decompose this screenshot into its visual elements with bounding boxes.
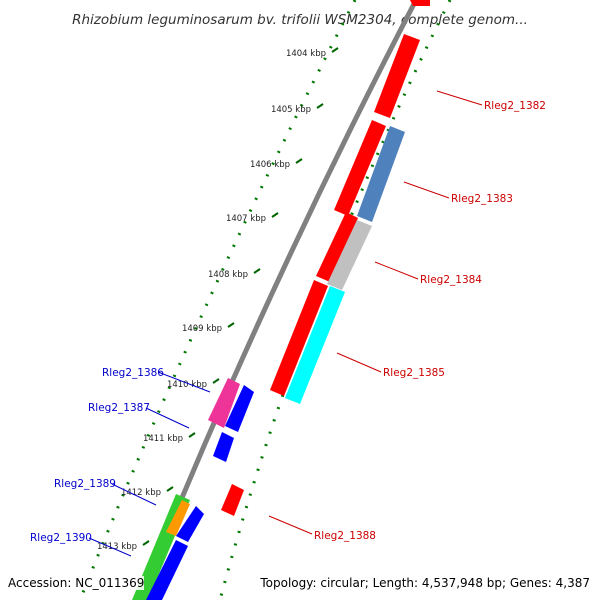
gene-label-rleg2-1384[interactable]: Rleg2_1384 xyxy=(420,274,482,286)
map-summary-text: Topology: circular; Length: 4,537,948 bp… xyxy=(260,576,590,590)
gene-label-rleg2-1389[interactable]: Rleg2_1389 xyxy=(54,478,116,490)
gene-label-rleg2-1390[interactable]: Rleg2_1390 xyxy=(30,532,92,544)
ruler-tick xyxy=(253,268,261,274)
map-title: Rhizobium leguminosarum bv. trifolii WSM… xyxy=(72,12,528,28)
ruler: 1404 kbp 1405 kbp 1406 kbp 1407 kbp 1408 kbp… xyxy=(97,47,339,552)
gene-block-red-b[interactable] xyxy=(316,212,358,282)
gene-label-rleg2-1385[interactable]: Rleg2_1385 xyxy=(383,367,445,379)
gene-block-blue-a[interactable] xyxy=(213,432,234,462)
ruler-label: 1410 kbp xyxy=(167,380,207,390)
label-leaders xyxy=(88,90,483,557)
ruler-tick xyxy=(212,378,220,384)
leader-rleg2-1384 xyxy=(374,261,419,280)
leader-rleg2-1387 xyxy=(145,407,190,429)
ruler-tick xyxy=(188,432,196,438)
ruler-label: 1409 kbp xyxy=(182,324,222,334)
gene-block-rleg2-1390[interactable] xyxy=(146,540,188,600)
gene-label-rleg2-1388[interactable]: Rleg2_1388 xyxy=(314,530,376,542)
leader-rleg2-1390 xyxy=(88,537,132,557)
gene-features xyxy=(132,0,430,600)
ruler-label: 1408 kbp xyxy=(208,270,248,280)
gene-label-rleg2-1387[interactable]: Rleg2_1387 xyxy=(88,402,150,414)
ruler-tick xyxy=(166,486,174,492)
ruler-label: 1413 kbp xyxy=(97,542,137,552)
gene-block-rleg2-1382[interactable] xyxy=(374,34,420,118)
gene-labels: Rleg2_1382 Rleg2_1383 Rleg2_1384 Rleg2_1… xyxy=(30,100,546,544)
ruler-tick xyxy=(295,158,303,164)
gene-block-rleg2-1385[interactable] xyxy=(285,286,345,404)
ruler-tick xyxy=(316,103,324,109)
gene-block-rleg2-1387[interactable] xyxy=(225,385,254,432)
ruler-label: 1406 kbp xyxy=(250,160,290,170)
gene-block-orange[interactable] xyxy=(166,500,190,536)
gene-block-rleg2-1388[interactable] xyxy=(221,484,244,516)
gene-block-blue-b[interactable] xyxy=(176,506,204,542)
ruler-tick xyxy=(227,322,235,328)
gene-block-red-a[interactable] xyxy=(334,120,386,216)
ruler-label: 1405 kbp xyxy=(271,105,311,115)
gene-label-rleg2-1382[interactable]: Rleg2_1382 xyxy=(484,100,546,112)
leader-rleg2-1386 xyxy=(157,371,211,393)
gene-block-rleg2-1386[interactable] xyxy=(208,378,240,428)
leader-rleg2-1389 xyxy=(111,483,157,506)
ruler-label: 1411 kbp xyxy=(143,434,183,444)
accession-text: Accession: NC_011369 xyxy=(8,576,145,590)
ruler-tick xyxy=(271,212,279,218)
gene-block-top[interactable] xyxy=(410,0,430,6)
leader-rleg2-1388 xyxy=(268,515,313,535)
gene-label-rleg2-1386[interactable]: Rleg2_1386 xyxy=(102,367,164,379)
ruler-label: 1404 kbp xyxy=(286,49,326,59)
gene-block-rleg2-1384[interactable] xyxy=(327,220,372,290)
leader-rleg2-1383 xyxy=(403,181,450,199)
ruler-label: 1412 kbp xyxy=(121,488,161,498)
leader-rleg2-1382 xyxy=(436,90,483,106)
ruler-tick xyxy=(142,540,150,546)
gene-block-red-c[interactable] xyxy=(270,280,328,396)
gene-block-rleg2-1383[interactable] xyxy=(357,126,405,222)
ruler-tick xyxy=(331,47,339,53)
ruler-label: 1407 kbp xyxy=(226,214,266,224)
leader-rleg2-1385 xyxy=(336,352,382,373)
gene-label-rleg2-1383[interactable]: Rleg2_1383 xyxy=(451,193,513,205)
